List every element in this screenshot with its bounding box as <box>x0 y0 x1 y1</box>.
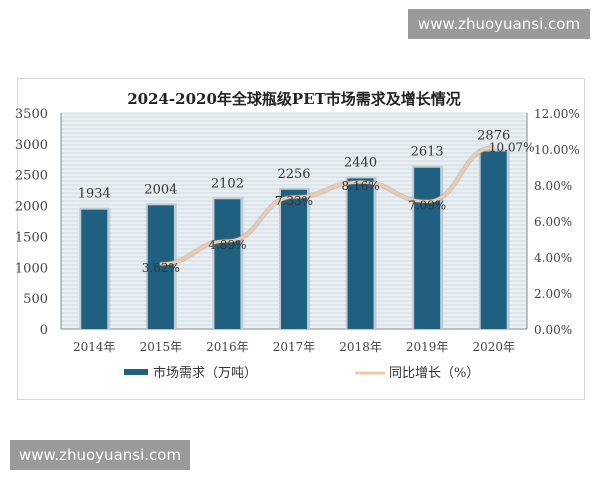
y-left-tick-label: 3500 <box>15 107 48 122</box>
x-tick-label: 2017年 <box>273 340 316 354</box>
x-tick-label: 2020年 <box>472 340 515 354</box>
y-left-tick-label: 1000 <box>15 261 48 276</box>
bar <box>147 205 174 329</box>
bar-data-label: 2004 <box>144 182 177 197</box>
legend-bar-swatch <box>124 369 148 375</box>
bar-data-label: 2613 <box>411 145 444 160</box>
bar <box>281 189 307 329</box>
y-left-tick-label: 2000 <box>15 200 48 215</box>
line-data-label: 3.62% <box>142 261 180 275</box>
bar <box>81 209 108 329</box>
line-point <box>292 195 296 199</box>
legend-bar-label: 市场需求（万吨） <box>153 365 257 381</box>
line-data-label: 8.16% <box>342 179 380 193</box>
bar-data-label: 2440 <box>344 155 377 170</box>
bar <box>347 178 374 329</box>
y-left-tick-label: 3000 <box>15 138 48 153</box>
y-right-tick-label: 2.00% <box>534 287 572 301</box>
bar-data-label: 2876 <box>477 129 510 144</box>
bar-data-label: 1934 <box>78 187 111 202</box>
y-right-tick-label: 10.00% <box>534 143 580 157</box>
y-left-tick-label: 500 <box>23 292 48 307</box>
line-point <box>225 239 229 243</box>
line-point <box>425 199 429 203</box>
x-tick-label: 2015年 <box>140 340 183 354</box>
y-right-tick-label: 12.00% <box>534 107 580 121</box>
line-point <box>359 180 363 184</box>
y-left-tick-label: 2500 <box>15 169 48 184</box>
growth-line <box>160 146 494 266</box>
y-left-tick-label: 0 <box>40 323 48 338</box>
line-point <box>492 146 496 150</box>
line-data-label: 4.89% <box>208 238 246 252</box>
chart-title: 2024-2020年全球瓶级PET市场需求及增长情况 <box>127 90 461 108</box>
legend-line-label: 同比增长（%） <box>389 366 479 381</box>
line-data-label: 7.09% <box>408 198 446 212</box>
x-tick-label: 2014年 <box>73 340 116 354</box>
watermark-top: www.zhuoyuansi.com <box>408 9 590 39</box>
bar-data-label: 2102 <box>211 176 244 191</box>
y-right-tick-label: 6.00% <box>534 215 572 229</box>
x-tick-label: 2018年 <box>339 340 382 354</box>
bar <box>480 151 507 329</box>
y-left-tick-label: 1500 <box>15 230 48 245</box>
bar-data-label: 2256 <box>277 167 310 182</box>
x-tick-label: 2019年 <box>406 340 449 354</box>
y-right-tick-label: 0.00% <box>534 323 572 337</box>
y-right-tick-label: 4.00% <box>534 251 572 265</box>
line-data-label: 7.33% <box>275 194 313 208</box>
line-data-label: 10.07% <box>489 141 535 155</box>
watermark-bottom: www.zhuoyuansi.com <box>10 440 190 470</box>
x-tick-label: 2016年 <box>206 340 249 354</box>
line-point <box>159 262 163 266</box>
bar <box>414 167 441 329</box>
bar <box>214 199 241 329</box>
y-right-tick-label: 8.00% <box>534 179 572 193</box>
